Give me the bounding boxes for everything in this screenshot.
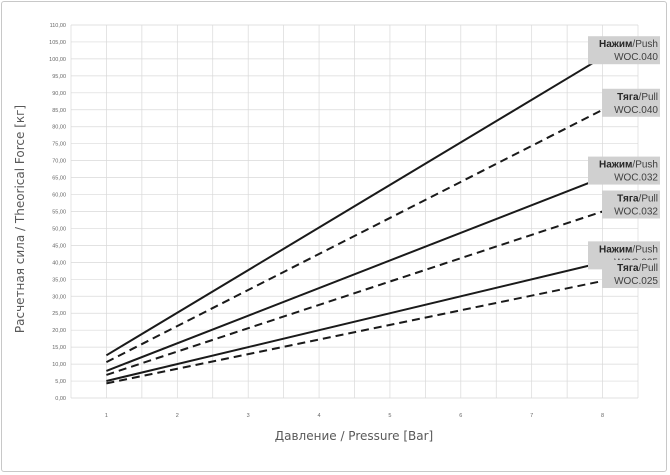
series-label-name-bold: Тяга — [617, 194, 639, 205]
series-label-name-bold: Нажим — [599, 160, 632, 171]
y-tick-label: 5,00 — [55, 379, 66, 385]
series-label-name-bold: Тяга — [617, 92, 639, 103]
series-label-name-rest: /Pull — [639, 92, 658, 103]
y-tick-label: 25,00 — [52, 311, 66, 317]
y-tick-label: 95,00 — [52, 74, 66, 80]
series-label-name-bold: Нажим — [599, 39, 632, 50]
series-label-name-rest: /Push — [632, 244, 658, 255]
y-tick-label: 90,00 — [52, 91, 66, 97]
y-axis-title: Расчетная сила / Theorical Force [кг] — [13, 105, 27, 333]
series-label-name-rest: /Pull — [639, 194, 658, 205]
series-label-name-rest: /Pull — [639, 263, 658, 274]
y-tick-label: 20,00 — [52, 328, 66, 334]
y-tick-label: 55,00 — [52, 210, 66, 216]
series-label-name: Тяга/Pull — [617, 194, 658, 205]
gridlines — [70, 24, 639, 399]
y-tick-label: 50,00 — [52, 226, 66, 232]
series-label-bg — [602, 190, 660, 219]
x-tick-label: 2 — [176, 413, 179, 419]
y-tick-label: 40,00 — [52, 260, 66, 266]
y-tick-label: 70,00 — [52, 159, 66, 165]
x-axis-title: Давление / Pressure [Bar] — [275, 429, 434, 443]
series-label-name: Тяга/Pull — [617, 263, 658, 274]
y-tick-label: 110,00 — [50, 23, 66, 29]
y-tick-labels: 0,00 5,00 10,00 15,00 20,00 25,00 30,00 35,00 40… — [49, 23, 66, 402]
x-tick-label: 8 — [601, 413, 604, 419]
y-tick-label: 35,00 — [52, 277, 66, 283]
series-label-model: WOC.032 — [614, 207, 658, 218]
x-tick-label: 3 — [247, 413, 250, 419]
series-label-name-rest: /Push — [632, 160, 658, 171]
series-label-bg — [602, 260, 660, 289]
x-tick-label: 4 — [318, 413, 321, 419]
y-tick-label: 30,00 — [52, 294, 66, 300]
series-labels: Нажим/Push WOC.040 Тяга/Pull WOC.040 Нажим/P… — [588, 36, 660, 289]
series-line-1 — [105, 56, 604, 357]
series-label-name: Нажим/Push — [599, 160, 658, 171]
y-tick-label: 85,00 — [52, 108, 66, 114]
x-tick-labels: 1 2 3 4 5 6 7 8 — [105, 413, 604, 419]
y-tick-label: 10,00 — [52, 362, 66, 368]
y-tick-label: 15,00 — [52, 345, 66, 351]
series-line-6 — [106, 280, 603, 385]
series-line-2 — [105, 108, 604, 363]
x-tick-label: 5 — [388, 413, 391, 419]
series-line-4 — [106, 210, 603, 376]
series-label-bg — [588, 36, 660, 65]
series-label-model: WOC.025 — [614, 276, 658, 287]
series-label-bg — [602, 88, 660, 117]
series-label-name-bold: Нажим — [599, 244, 632, 255]
series-label-model: WOC.040 — [614, 105, 658, 116]
series-label-name: Нажим/Push — [599, 244, 658, 255]
series-label-model: WOC.040 — [614, 52, 658, 63]
y-tick-label: 45,00 — [52, 243, 66, 249]
y-tick-label: 100,00 — [49, 57, 66, 63]
y-tick-label: 60,00 — [52, 193, 66, 199]
x-tick-label: 7 — [530, 413, 533, 419]
y-tick-label: 65,00 — [52, 176, 66, 182]
series-line-3 — [106, 176, 603, 372]
series-label-name-bold: Тяга — [617, 263, 639, 274]
series-label-model: WOC.032 — [614, 173, 658, 184]
series-label-name: Тяга/Pull — [617, 92, 658, 103]
y-tick-label: 80,00 — [52, 125, 66, 131]
y-tick-label: 75,00 — [52, 142, 66, 148]
y-tick-label: 0,00 — [55, 396, 66, 402]
series-label-name: Нажим/Push — [599, 39, 658, 50]
series-label-name-rest: /Push — [632, 39, 658, 50]
x-tick-label: 1 — [105, 413, 108, 419]
series-lines — [105, 56, 604, 385]
y-tick-label: 105,00 — [49, 40, 66, 46]
series-label-bg — [588, 156, 660, 185]
series-line-5 — [106, 261, 603, 382]
x-tick-label: 6 — [459, 413, 462, 419]
